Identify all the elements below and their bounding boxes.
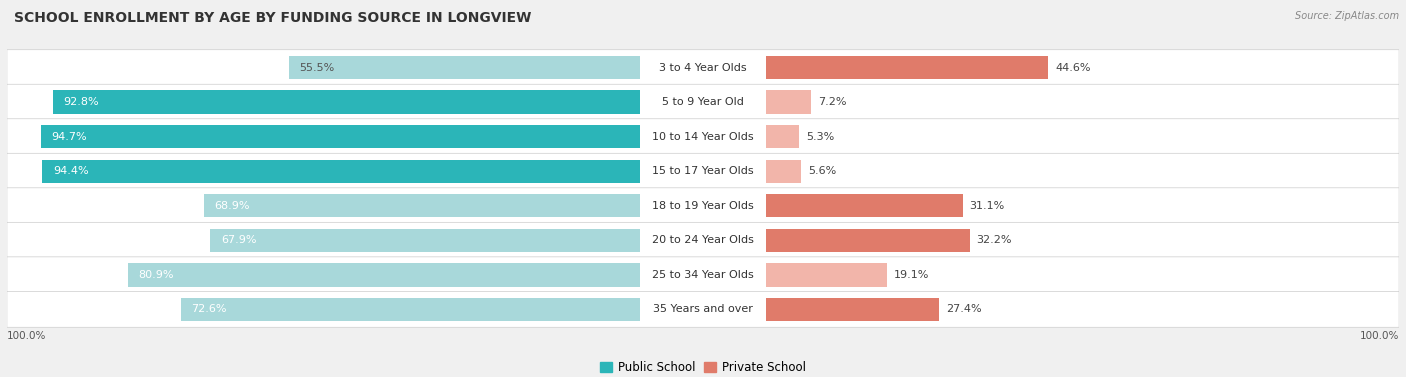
Text: 67.9%: 67.9% xyxy=(221,235,256,245)
Bar xyxy=(766,297,939,321)
Bar xyxy=(288,56,640,80)
Text: 31.1%: 31.1% xyxy=(970,201,1005,211)
Bar xyxy=(766,90,811,114)
Text: 100.0%: 100.0% xyxy=(1360,331,1399,341)
Bar xyxy=(52,90,640,114)
FancyBboxPatch shape xyxy=(7,188,1399,224)
Text: 35 Years and over: 35 Years and over xyxy=(652,304,754,314)
Text: 7.2%: 7.2% xyxy=(818,97,846,107)
Text: 25 to 34 Year Olds: 25 to 34 Year Olds xyxy=(652,270,754,280)
Bar xyxy=(204,194,640,218)
Text: 10 to 14 Year Olds: 10 to 14 Year Olds xyxy=(652,132,754,142)
Bar xyxy=(128,263,640,287)
FancyBboxPatch shape xyxy=(7,153,1399,189)
Text: 15 to 17 Year Olds: 15 to 17 Year Olds xyxy=(652,166,754,176)
Text: 18 to 19 Year Olds: 18 to 19 Year Olds xyxy=(652,201,754,211)
Text: 32.2%: 32.2% xyxy=(977,235,1012,245)
Bar xyxy=(766,263,887,287)
Text: 3 to 4 Year Olds: 3 to 4 Year Olds xyxy=(659,63,747,73)
Text: 94.7%: 94.7% xyxy=(51,132,87,142)
Text: 5.3%: 5.3% xyxy=(806,132,834,142)
Text: 72.6%: 72.6% xyxy=(191,304,226,314)
Bar xyxy=(41,125,640,149)
Text: 94.4%: 94.4% xyxy=(53,166,89,176)
Bar xyxy=(766,125,799,149)
Legend: Public School, Private School: Public School, Private School xyxy=(596,357,810,377)
FancyBboxPatch shape xyxy=(7,257,1399,293)
Text: 68.9%: 68.9% xyxy=(215,201,250,211)
Text: Source: ZipAtlas.com: Source: ZipAtlas.com xyxy=(1295,11,1399,21)
Text: 27.4%: 27.4% xyxy=(946,304,981,314)
Text: 5 to 9 Year Old: 5 to 9 Year Old xyxy=(662,97,744,107)
Bar xyxy=(211,228,640,252)
FancyBboxPatch shape xyxy=(7,84,1399,120)
Text: 80.9%: 80.9% xyxy=(138,270,174,280)
Text: 5.6%: 5.6% xyxy=(808,166,837,176)
Text: SCHOOL ENROLLMENT BY AGE BY FUNDING SOURCE IN LONGVIEW: SCHOOL ENROLLMENT BY AGE BY FUNDING SOUR… xyxy=(14,11,531,25)
Text: 19.1%: 19.1% xyxy=(894,270,929,280)
Bar xyxy=(180,297,640,321)
Text: 44.6%: 44.6% xyxy=(1054,63,1091,73)
FancyBboxPatch shape xyxy=(7,50,1399,86)
FancyBboxPatch shape xyxy=(7,119,1399,155)
Bar xyxy=(766,194,963,218)
Text: 55.5%: 55.5% xyxy=(299,63,335,73)
Bar xyxy=(766,56,1047,80)
Bar xyxy=(766,159,801,183)
Text: 20 to 24 Year Olds: 20 to 24 Year Olds xyxy=(652,235,754,245)
FancyBboxPatch shape xyxy=(7,222,1399,258)
Text: 100.0%: 100.0% xyxy=(7,331,46,341)
FancyBboxPatch shape xyxy=(7,291,1399,327)
Bar xyxy=(766,228,970,252)
Bar xyxy=(42,159,640,183)
Text: 92.8%: 92.8% xyxy=(63,97,98,107)
